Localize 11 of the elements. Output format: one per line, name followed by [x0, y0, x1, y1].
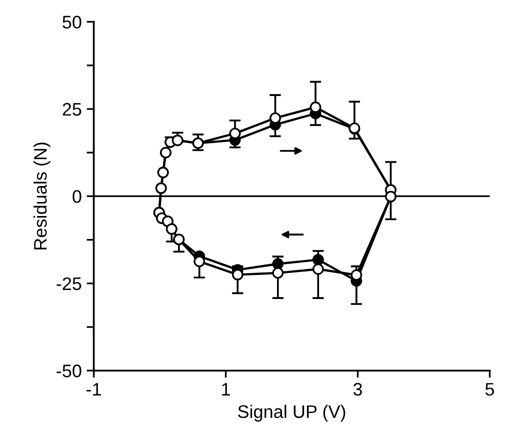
y-axis-title: Residuals (N) — [33, 142, 50, 250]
y-tick-label: 0 — [72, 190, 82, 203]
x-tick-label: 5 — [485, 383, 494, 396]
x-tick-label: 3 — [353, 382, 362, 396]
y-tick-label: 50 — [62, 16, 82, 29]
x-tick-label: -1 — [86, 383, 101, 396]
x-axis-title: Signal UP (V) — [238, 404, 346, 422]
y-tick-label: -50 — [56, 364, 82, 378]
y-tick-label: -25 — [56, 277, 82, 290]
x-tick-label: 1 — [222, 383, 230, 396]
y-tick-label: 25 — [62, 102, 82, 116]
